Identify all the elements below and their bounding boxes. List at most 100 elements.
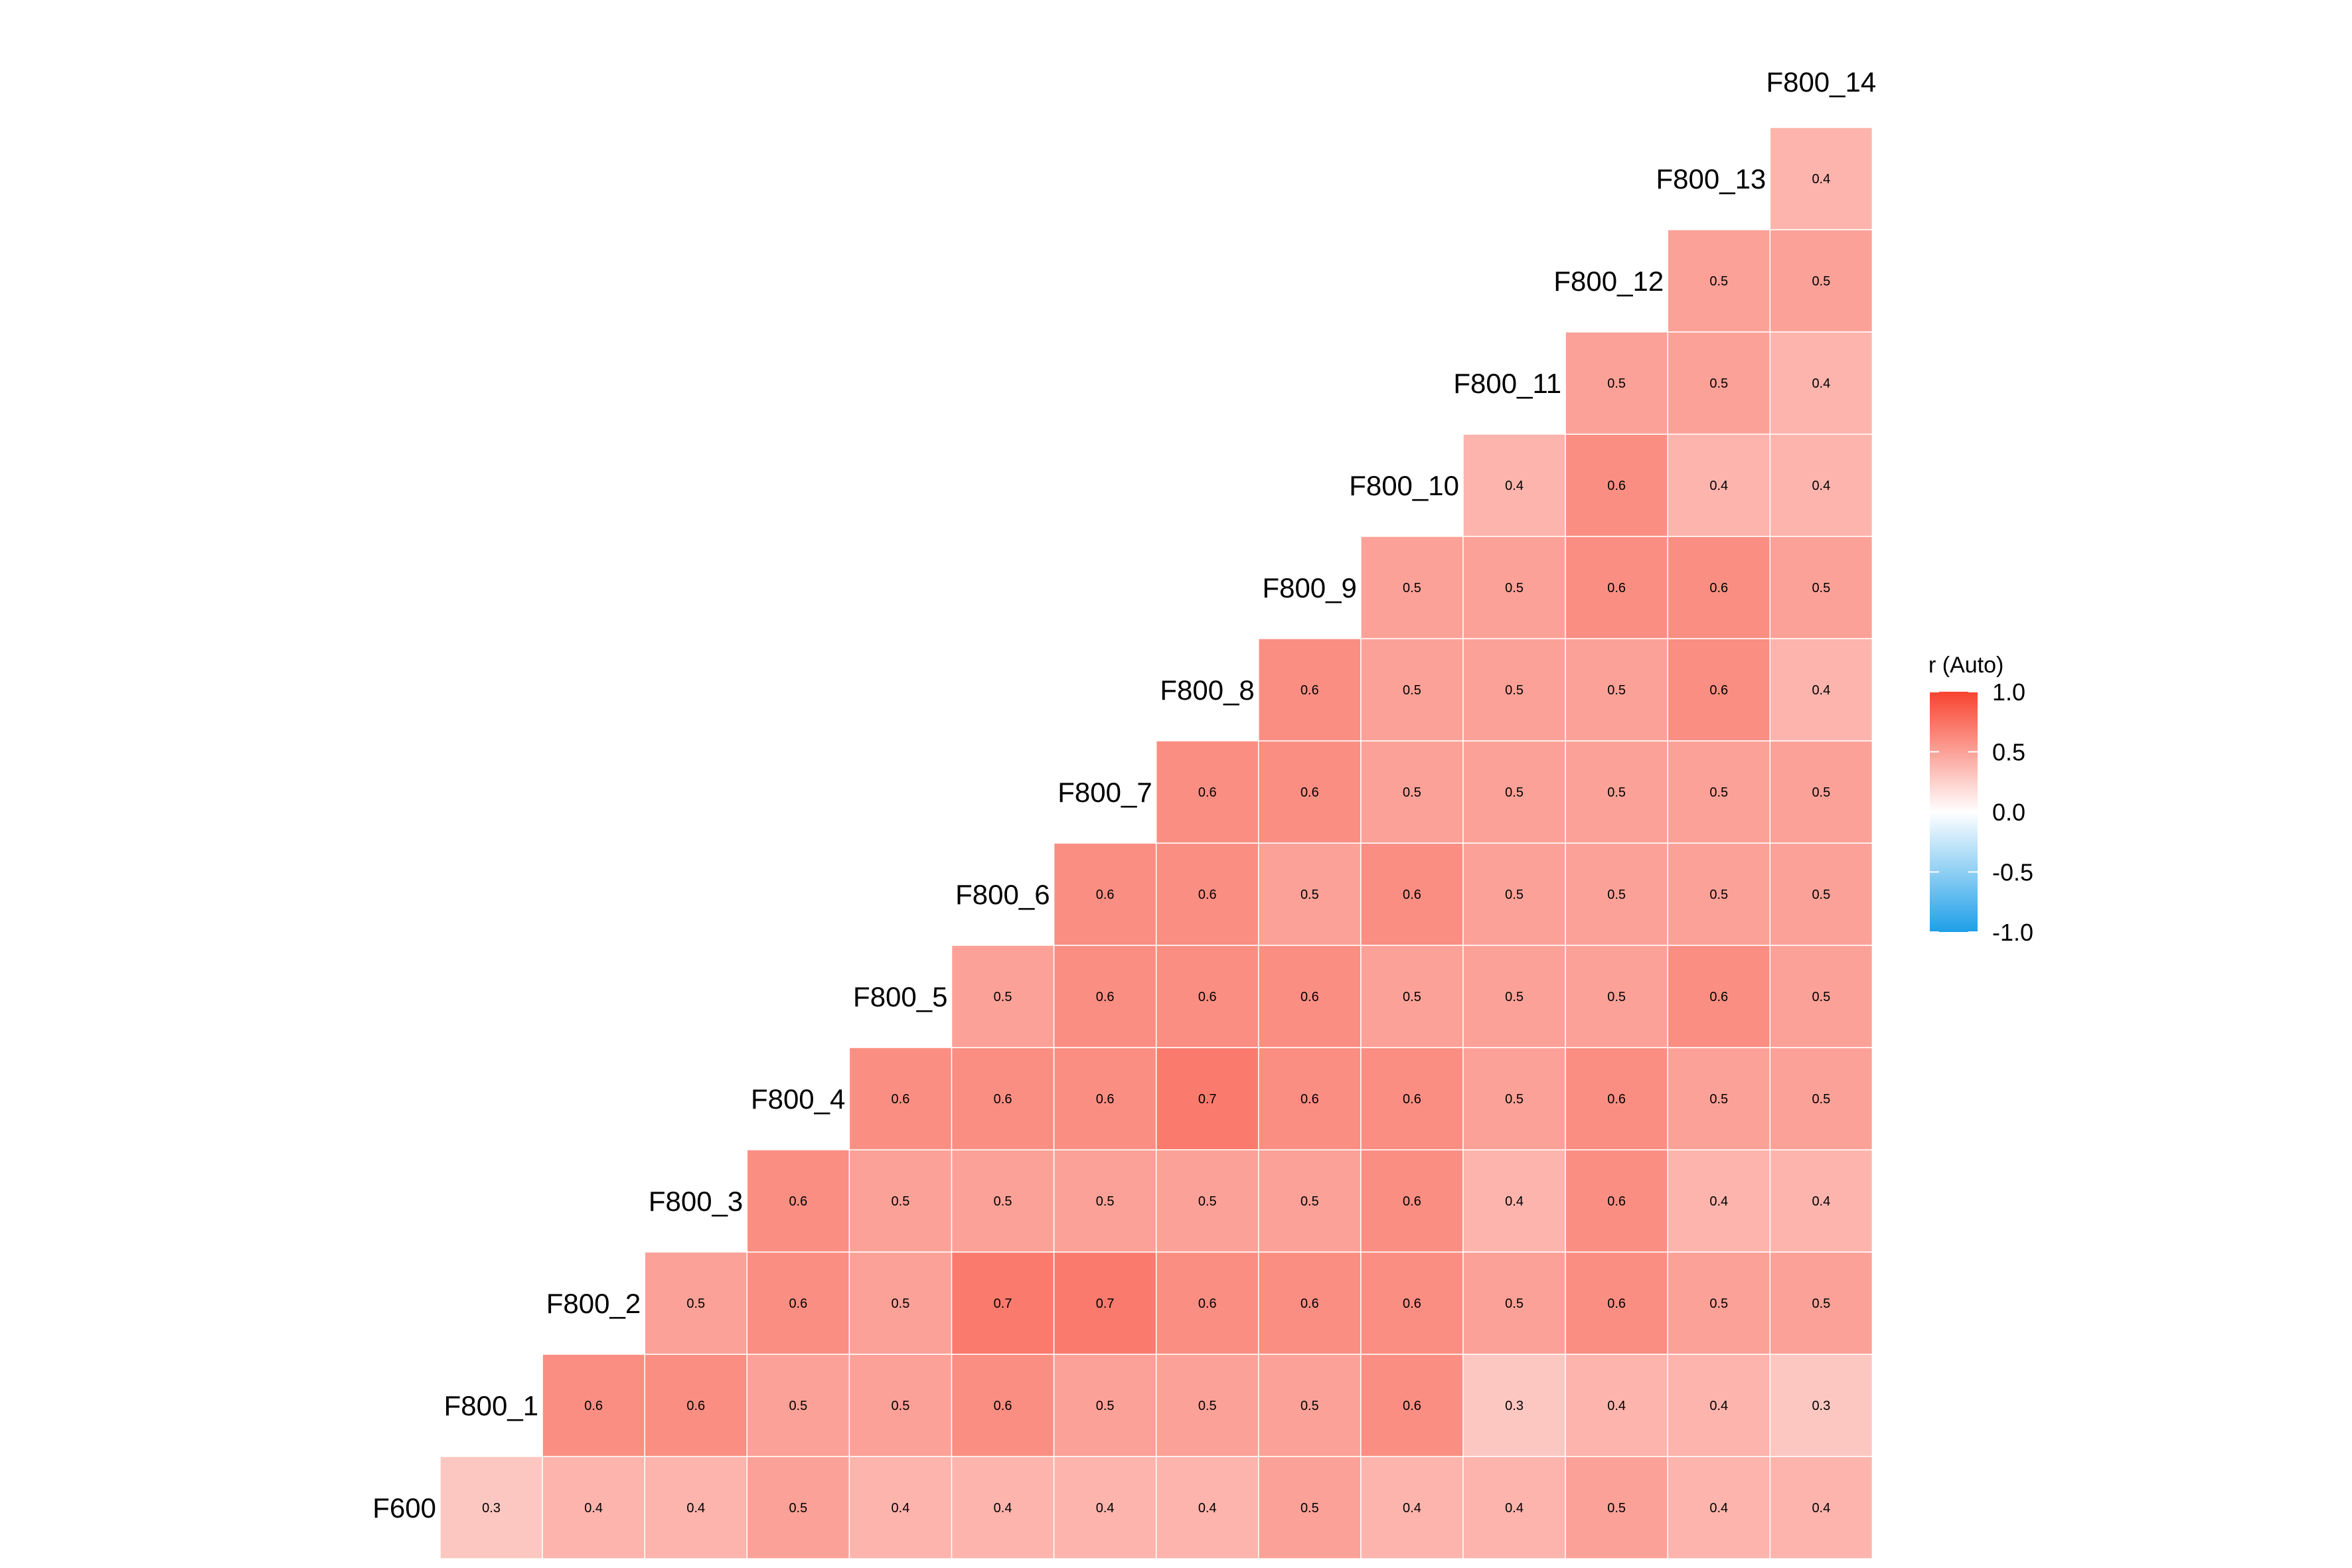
cell-value-label: 0.5 (1812, 1296, 1830, 1311)
cell-value-label: 0.5 (892, 1399, 910, 1413)
cell-value-label: 0.6 (1607, 581, 1626, 595)
heatmap-cell (1769, 229, 1873, 333)
cell-value-label: 0.5 (1812, 274, 1830, 289)
cell-value-label: 0.4 (1505, 479, 1524, 493)
heatmap-cell (1360, 1354, 1464, 1457)
heatmap-cell (1565, 331, 1668, 435)
legend: r (Auto) 1.0 0.5 0.0 -0.5 -1.0 (1928, 653, 2033, 946)
row-label: F800_11 (1453, 368, 1561, 399)
legend-tick-label: 0.0 (1992, 799, 2025, 826)
heatmap-cell (1053, 1047, 1157, 1150)
cell-value-label: 0.5 (1300, 1501, 1319, 1516)
heatmap-cell (1667, 1456, 1771, 1559)
cell-value-label: 0.5 (1505, 1296, 1524, 1311)
row-label: F600 (372, 1492, 436, 1524)
cell-value-label: 0.5 (1812, 581, 1830, 595)
cell-value-label: 0.5 (994, 990, 1012, 1004)
cell-value-label: 0.6 (1096, 888, 1115, 902)
cell-value-label: 0.6 (1198, 990, 1217, 1004)
heatmap-cell (1769, 1354, 1873, 1457)
heatmap-cell (1053, 842, 1157, 946)
heatmap-cell (848, 1149, 953, 1253)
cell-value-label: 0.5 (1709, 376, 1728, 391)
heatmap-cell (644, 1354, 748, 1457)
heatmap-cell (439, 1456, 543, 1559)
cell-value-label: 0.5 (1607, 888, 1626, 902)
cell-value-label: 0.5 (1505, 683, 1524, 698)
heatmap-cell (1769, 331, 1873, 435)
cell-value-label: 0.5 (686, 1296, 705, 1311)
heatmap-cell (1053, 1354, 1157, 1457)
cell-value-label: 0.6 (1607, 1092, 1626, 1107)
heatmap-cell (1667, 1047, 1771, 1150)
cell-value-label: 0.5 (1607, 1501, 1626, 1516)
cell-value-label: 0.3 (1812, 1399, 1830, 1413)
heatmap-cell (1769, 638, 1873, 742)
cell-value-label: 0.4 (584, 1501, 603, 1516)
heatmap-cell (1155, 842, 1259, 946)
cell-value-label: 0.6 (994, 1399, 1012, 1413)
heatmap-cell (1667, 1251, 1771, 1355)
heatmap-cell (1769, 433, 1873, 537)
cell-value-label: 0.6 (1300, 1092, 1319, 1107)
cell-value-label: 0.4 (1812, 1194, 1830, 1209)
row-label: F800_5 (853, 981, 947, 1012)
cell-value-label: 0.4 (1505, 1501, 1524, 1516)
heatmap-cell (1258, 638, 1362, 742)
heatmap-cell (1258, 1456, 1362, 1559)
heatmap-cell (1462, 740, 1566, 844)
heatmap-cell (951, 945, 1055, 1048)
cell-value-label: 0.5 (1300, 1399, 1319, 1413)
row-label: F800_1 (444, 1390, 538, 1421)
heatmap-cell (542, 1354, 645, 1457)
heatmap-cell (746, 1251, 850, 1355)
heatmap-cell (1360, 842, 1464, 946)
heatmap-cell (1258, 1149, 1362, 1253)
heatmap-cell (1565, 1456, 1668, 1559)
cell-value-label: 0.5 (892, 1194, 910, 1209)
cell-value-label: 0.6 (1300, 683, 1319, 698)
cell-value-label: 0.7 (994, 1296, 1012, 1311)
heatmap-cell (1565, 1354, 1668, 1457)
heatmap-cell (848, 1354, 953, 1457)
cell-value-label: 0.4 (1812, 683, 1830, 698)
cell-value-label: 0.6 (789, 1194, 807, 1209)
heatmap-cell (1565, 945, 1668, 1048)
cell-value-label: 0.5 (1300, 888, 1319, 902)
heatmap-cell (1155, 1354, 1259, 1457)
cell-value-label: 0.5 (994, 1194, 1012, 1209)
heatmap-cell (1565, 842, 1668, 946)
heatmap-cell (1053, 1456, 1157, 1559)
heatmap-cell (1462, 433, 1566, 537)
heatmap-cell (1565, 1149, 1668, 1253)
cell-value-label: 0.4 (1812, 1501, 1830, 1516)
cell-value-label: 0.5 (1812, 990, 1830, 1004)
cell-value-label: 0.4 (1403, 1501, 1421, 1516)
heatmap-cell (1360, 638, 1464, 742)
heatmap-cell (1155, 1047, 1259, 1150)
heatmap-cell (1667, 536, 1771, 639)
row-label: F800_6 (955, 879, 1050, 910)
cell-value-label: 0.5 (1505, 785, 1524, 800)
cell-value-label: 0.4 (1709, 479, 1728, 493)
cell-value-label: 0.4 (1505, 1194, 1524, 1209)
cell-value-label: 0.6 (1300, 785, 1319, 800)
heatmap-cell (1667, 433, 1771, 537)
cell-value-label: 0.6 (1709, 581, 1728, 595)
heatmap-cell (1769, 1149, 1873, 1253)
cell-value-label: 0.5 (892, 1296, 910, 1311)
cell-value-label: 0.6 (1403, 888, 1421, 902)
cell-value-label: 0.5 (1096, 1194, 1115, 1209)
heatmap-cell (1667, 1149, 1771, 1253)
cell-value-label: 0.6 (1607, 1194, 1626, 1209)
row-label: F800_2 (546, 1288, 641, 1319)
heatmap-cell (951, 1149, 1055, 1253)
cell-value-label: 0.5 (1403, 581, 1421, 595)
heatmap-cell (542, 1456, 645, 1559)
heatmap-cell (1667, 740, 1771, 844)
cell-value-label: 0.6 (584, 1399, 603, 1413)
heatmap-cell (1360, 1149, 1464, 1253)
cell-value-label: 0.3 (482, 1501, 501, 1516)
heatmap-cell (1155, 740, 1259, 844)
cell-value-label: 0.4 (1198, 1501, 1217, 1516)
